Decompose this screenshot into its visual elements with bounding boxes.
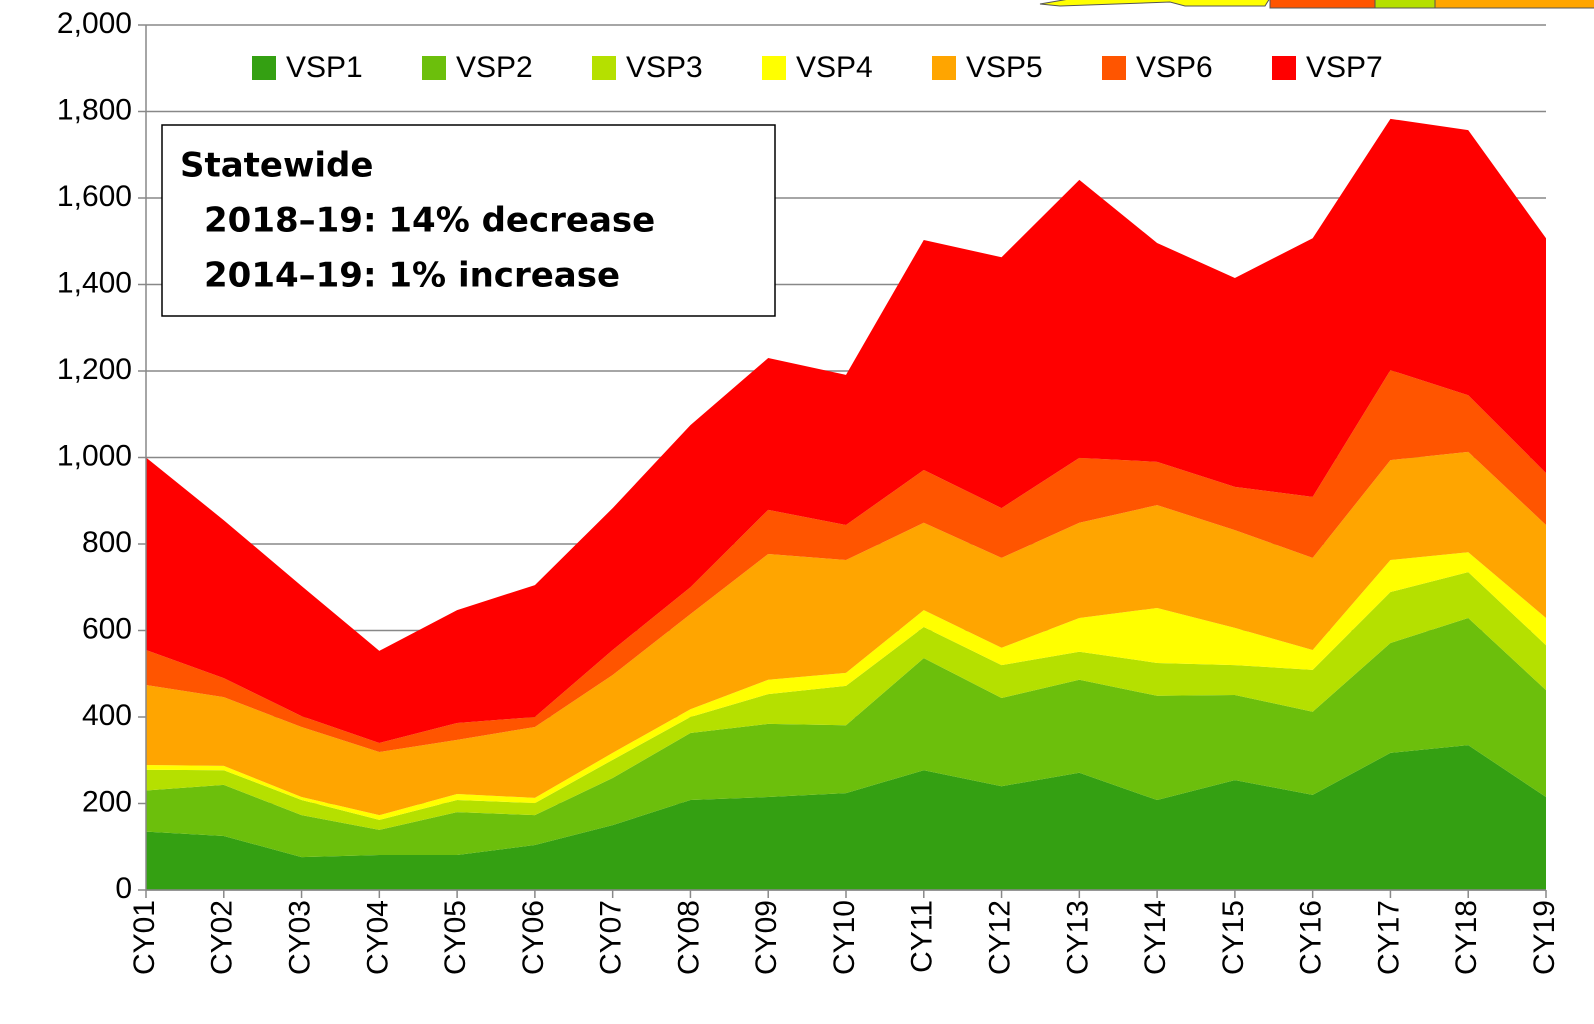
area (146, 572, 1546, 830)
y-tick-label: 1,400 (57, 266, 132, 299)
legend: VSP1 VSP2 VSP3 VSP4 VSP5 VSP6 VSP7 (252, 51, 1383, 84)
axes: 0 200 400 600 800 1,000 1,200 1,400 1,600 1,800 2,… (57, 7, 1561, 975)
y-tick-label: 600 (82, 612, 132, 645)
x-tick-label: CY03 (283, 900, 316, 975)
y-tick-label: 1,000 (57, 439, 132, 472)
legend-swatch (422, 56, 446, 80)
x-tick-label: CY13 (1061, 900, 1094, 975)
x-tick-label: CY17 (1372, 900, 1405, 975)
annotation: 2014–19: 1% increase (204, 256, 620, 296)
x-tick-label: CY07 (595, 900, 628, 975)
x-tick-label: CY16 (1295, 900, 1328, 975)
annotation-box (161, 124, 776, 317)
map-region (1434, 0, 1594, 9)
areas (146, 118, 1546, 890)
x-tick-label: CY02 (206, 900, 239, 975)
y-tick-label: 1,200 (57, 353, 132, 386)
area (146, 118, 1546, 743)
x-tick-label: CY05 (439, 900, 472, 975)
x-tick-label: CY15 (1217, 900, 1250, 975)
x-tick-label: CY18 (1450, 900, 1483, 975)
legend-swatch (1102, 56, 1126, 80)
x-tick-label: CY14 (1139, 900, 1172, 975)
annotation: Statewide (180, 146, 373, 186)
x-tick-label: CY01 (128, 900, 161, 975)
area (146, 745, 1546, 890)
y-tick-label: 200 (82, 785, 132, 818)
legend-swatch (252, 56, 276, 80)
x-tick-label: CY08 (672, 900, 705, 975)
x-tick-label: CY06 (517, 900, 550, 975)
y-tick-label: 1,800 (57, 93, 132, 126)
map-thumbnail (1039, 0, 1594, 9)
annotation: 2018–19: 14% decrease (204, 201, 655, 241)
area (146, 370, 1546, 753)
x-tick-label: CY11 (906, 900, 939, 973)
legend-label: VSP1 (286, 51, 363, 84)
legend-label: VSP2 (456, 51, 533, 84)
legend-swatch (762, 56, 786, 80)
legend-label: VSP5 (966, 51, 1043, 84)
legend-swatch (592, 56, 616, 80)
y-tick-label: 800 (82, 526, 132, 559)
y-tick-label: 2,000 (57, 7, 132, 40)
x-tick-label: CY19 (1528, 900, 1561, 975)
area (146, 617, 1546, 858)
y-tick-label: 1,600 (57, 180, 132, 213)
map-region (1039, 0, 1270, 7)
x-tick-label: CY04 (361, 900, 394, 975)
legend-swatch (1272, 56, 1296, 80)
x-tick-label: CY09 (750, 900, 783, 975)
y-tick-label: 400 (82, 699, 132, 732)
legend-label: VSP7 (1306, 51, 1383, 84)
x-tick-label: CY12 (983, 900, 1016, 975)
legend-swatch (932, 56, 956, 80)
area (146, 451, 1546, 816)
legend-label: VSP6 (1136, 51, 1213, 84)
x-tick-label: CY10 (828, 900, 861, 975)
legend-label: VSP3 (626, 51, 703, 84)
map-region (1269, 0, 1376, 9)
y-tick-label: 0 (115, 872, 132, 905)
area (146, 552, 1546, 820)
map-region (1374, 0, 1436, 9)
legend-label: VSP4 (796, 51, 873, 84)
